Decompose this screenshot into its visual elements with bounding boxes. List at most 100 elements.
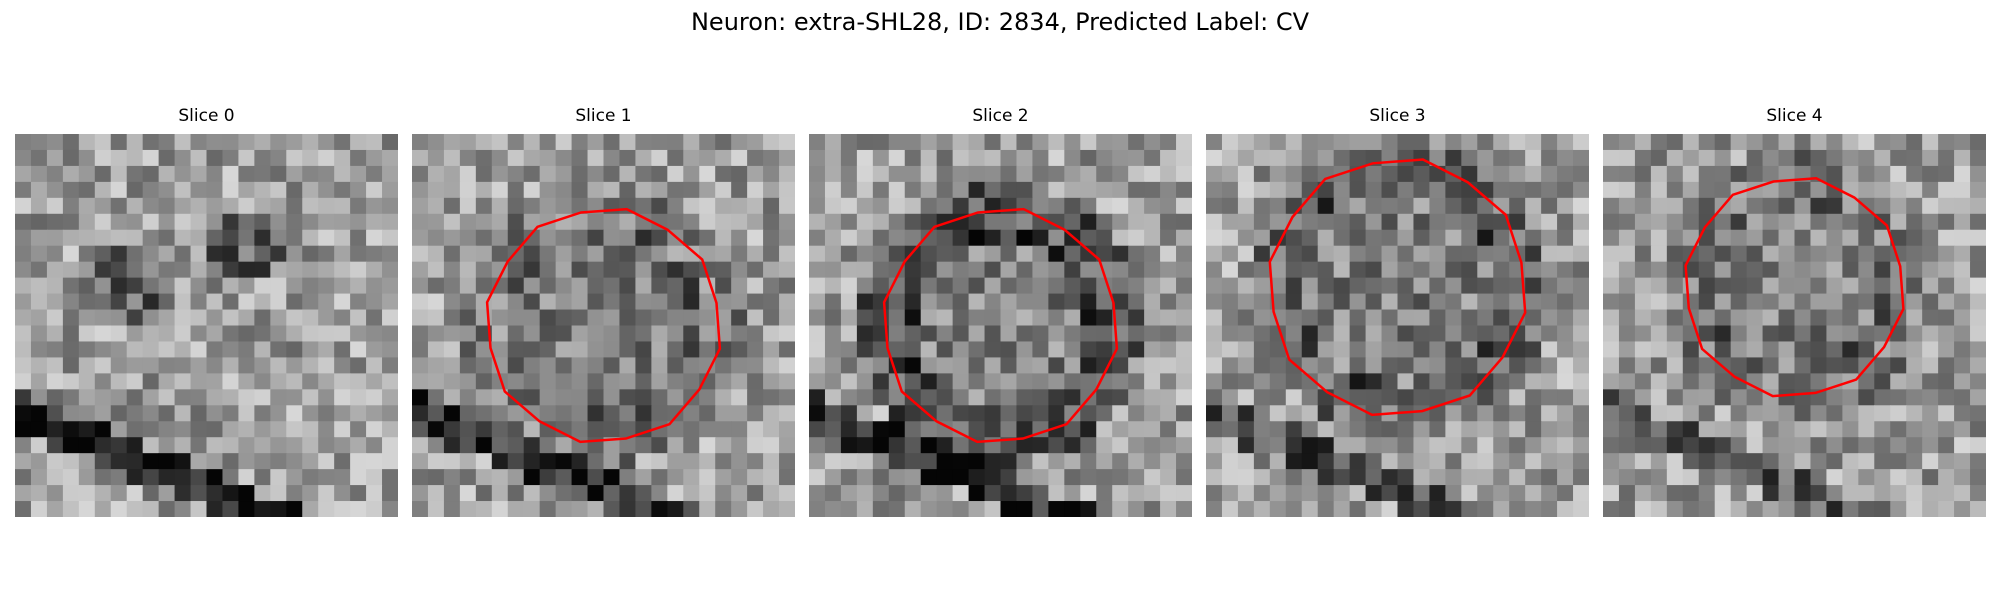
pixel [254,373,271,390]
pixel [1064,357,1081,374]
pixel [904,389,922,406]
pixel [491,341,509,359]
pixel [302,293,319,311]
pixel [1144,213,1161,231]
pixel [856,149,874,167]
pixel [1397,277,1415,295]
pixel [1381,134,1399,151]
pixel [443,437,461,454]
pixel [809,373,826,390]
pixel [78,389,96,406]
pixel [1032,389,1049,406]
pixel [1317,245,1335,263]
pixel [78,149,96,167]
pixel [763,341,780,359]
pixel [286,341,303,359]
pixel [1634,485,1652,502]
pixel [920,181,938,199]
pixel [15,485,32,502]
pixel [94,453,112,470]
pixel [635,325,652,343]
pixel [1938,341,1955,359]
pixel [1874,469,1891,486]
pixel [779,197,795,215]
pixel [1064,261,1081,279]
pixel [809,357,826,374]
pixel [699,341,716,359]
pixel [1445,134,1462,151]
pixel [1365,357,1383,374]
pixel [142,213,160,231]
pixel [126,389,144,406]
pixel [920,469,938,486]
pixel [1016,309,1034,327]
pixel [366,197,383,215]
pixel [1573,261,1589,279]
pixel [1048,485,1065,502]
pixel [110,197,128,215]
pixel [1557,357,1574,374]
pixel [190,485,208,502]
pixel [30,229,48,247]
pixel [1221,437,1239,454]
pixel [1922,405,1939,422]
pixel [1096,245,1113,263]
pixel [683,165,700,183]
pixel [667,325,684,343]
pixel [1493,421,1510,438]
pixel [1016,501,1034,517]
pixel [1714,373,1732,390]
pixel [190,453,208,470]
pixel [15,213,32,231]
pixel [1842,197,1859,215]
pixel [667,501,684,517]
pixel [412,325,429,343]
pixel [1970,341,1986,359]
pixel [78,357,96,374]
pixel [1301,165,1319,183]
pixel [667,437,684,454]
pixel [715,373,732,390]
pixel [1317,421,1335,438]
pixel [1064,181,1081,199]
pixel [1954,229,1971,247]
pixel [809,245,826,263]
pixel [1333,245,1351,263]
pixel [763,213,780,231]
pixel [952,165,970,183]
pixel [1032,437,1049,454]
pixel [1413,309,1431,327]
pixel [254,309,271,327]
pixel [968,261,986,279]
pixel [856,453,874,470]
pixel [1890,437,1907,454]
pixel [1858,501,1875,517]
pixel [1746,309,1764,327]
pixel [1237,309,1255,327]
pixel [1064,421,1081,438]
pixel [1221,373,1239,390]
pixel [1429,293,1446,311]
pixel [840,277,858,295]
pixel [475,341,493,359]
pixel [62,309,80,327]
pixel [920,453,938,470]
pixel [238,134,255,151]
pixel [1016,373,1034,390]
pixel [587,453,605,470]
pixel [1333,277,1351,295]
pixel [1365,165,1383,183]
pixel [1253,213,1271,231]
pixel [1429,453,1446,470]
pixel [158,293,176,311]
pixel [443,341,461,359]
pixel [683,293,700,311]
pixel [1890,389,1907,406]
pixel [872,421,890,438]
pixel [1826,501,1843,517]
pixel [427,405,445,422]
pixel [94,213,112,231]
pixel [824,213,842,231]
pixel [1269,341,1287,359]
pixel [427,373,445,390]
